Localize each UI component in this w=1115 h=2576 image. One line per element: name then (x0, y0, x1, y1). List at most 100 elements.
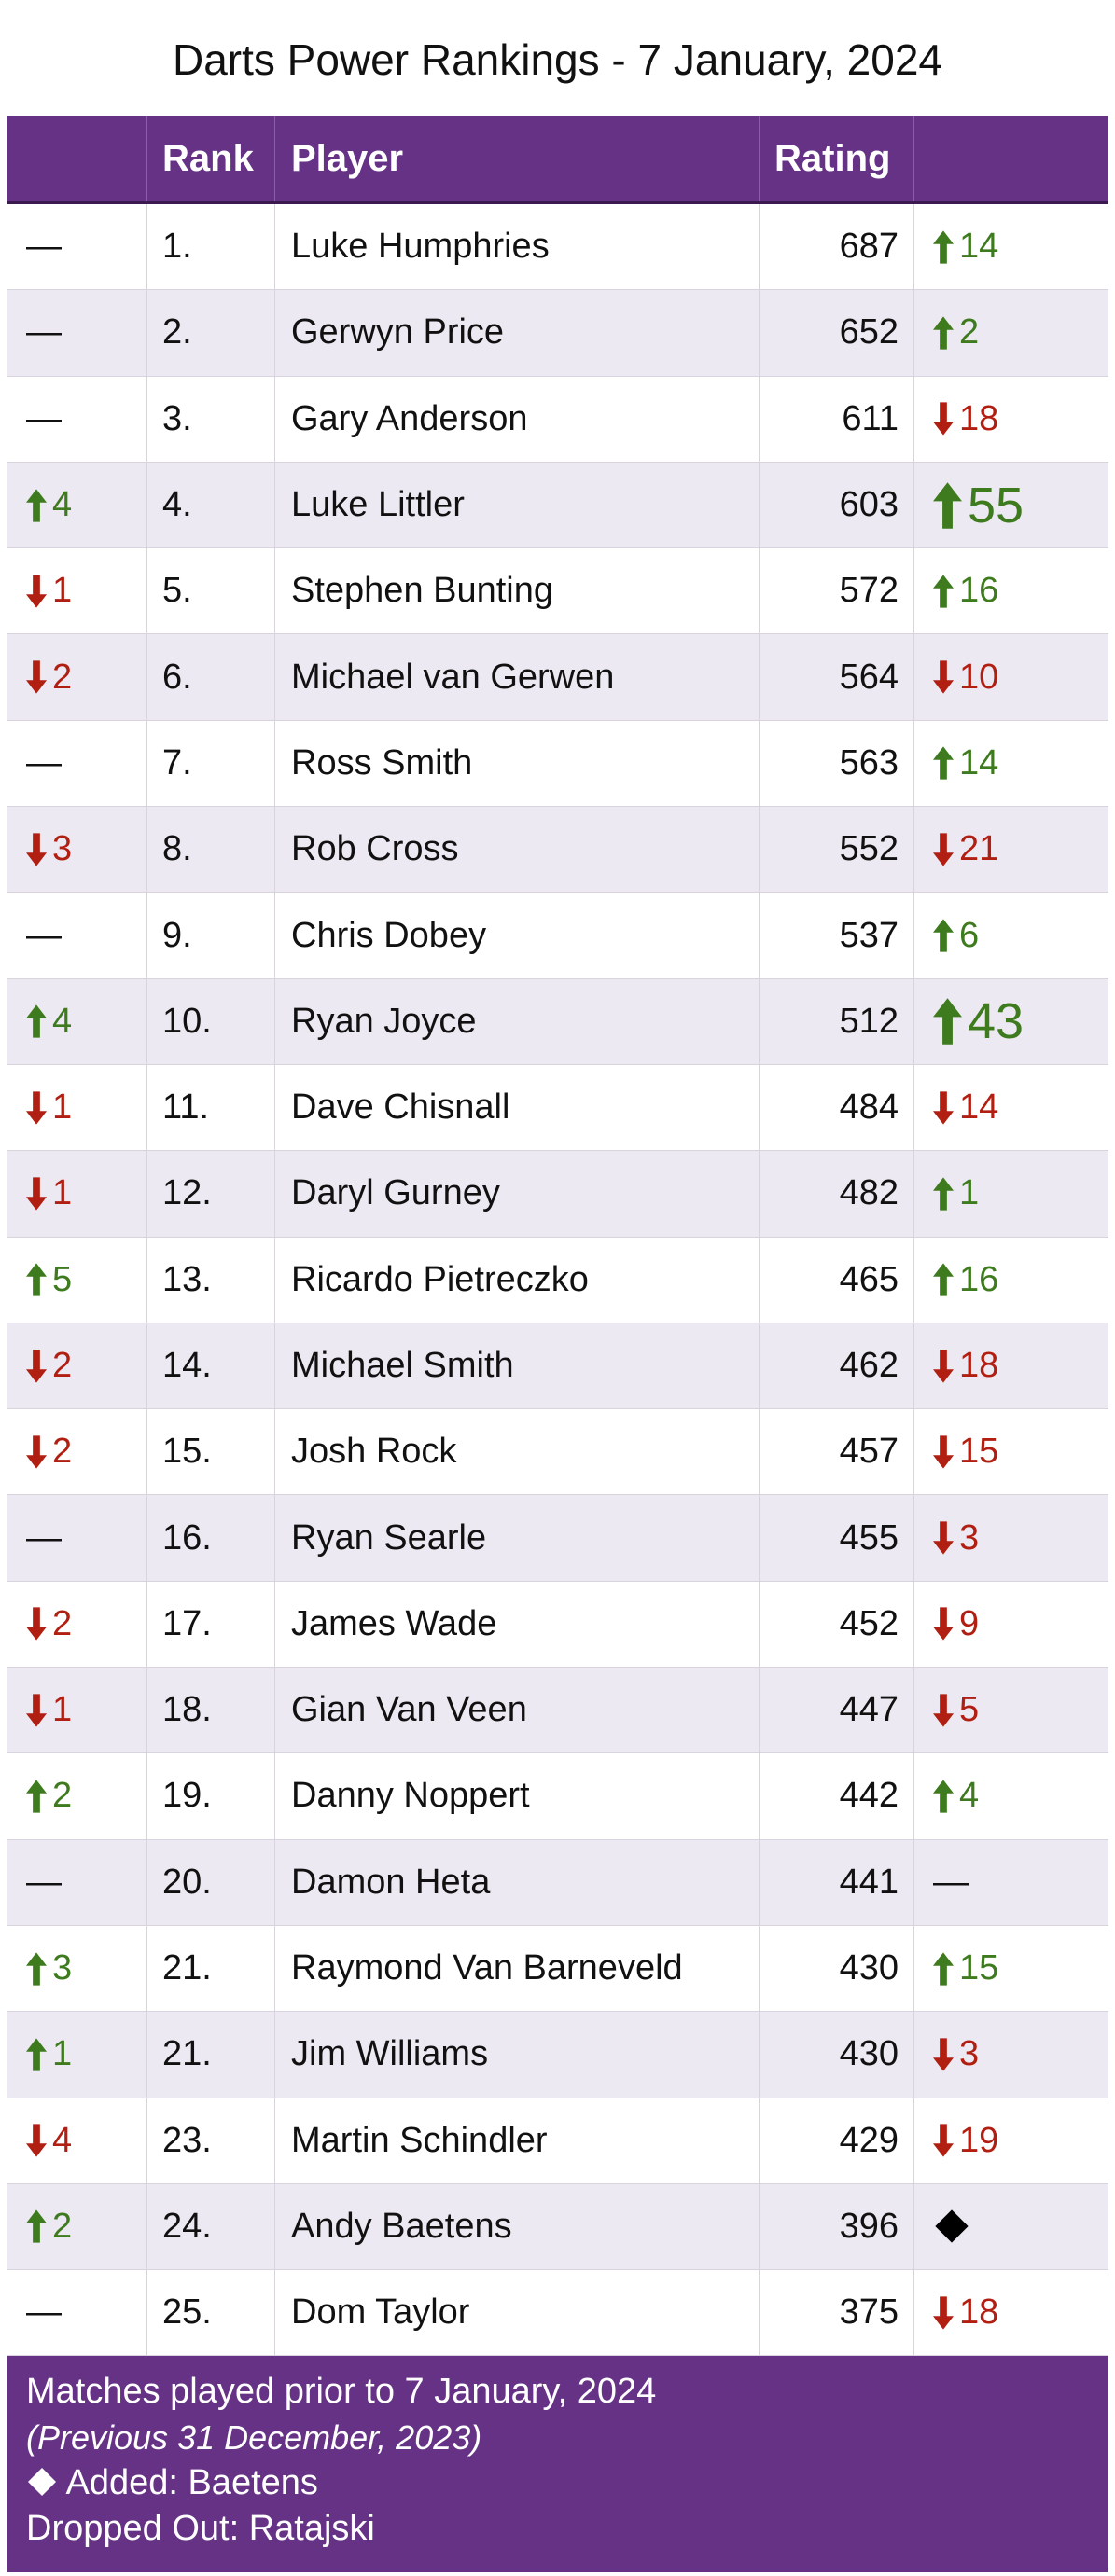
table-row: 2 17. James Wade 452 9 (7, 1581, 1108, 1669)
rating-cell: 452 (760, 1581, 914, 1668)
movement-cell: 1 (7, 1151, 147, 1237)
rating-change-cell: 3 (914, 1495, 1108, 1580)
player-cell: Luke Littler (275, 462, 760, 548)
arrow-up-icon (26, 2038, 52, 2071)
arrow-down-icon (26, 2124, 52, 2157)
footer-previous-note: (Previous 31 December, 2023) (26, 2418, 482, 2457)
rating-change-value: 15 (959, 1432, 999, 1472)
player-cell: Michael van Gerwen (275, 634, 760, 720)
footer-added-note: Added: Baetens (26, 2460, 1090, 2506)
rating-cell: 687 (760, 204, 914, 290)
header-movement (7, 116, 147, 201)
rank-cell: 9. (147, 893, 275, 978)
table-row: — 7. Ross Smith 563 14 (7, 720, 1108, 808)
rating-change-cell: 18 (914, 377, 1108, 462)
arrow-up-icon (933, 746, 959, 781)
movement-value: 1 (52, 2034, 73, 2074)
movement-unchanged-dash: — (26, 227, 62, 267)
table-row: 2 15. Josh Rock 457 15 (7, 1409, 1108, 1496)
arrow-up-icon (26, 1263, 52, 1296)
movement-unchanged-dash: — (26, 1862, 62, 1902)
movement-value: 1 (52, 1690, 73, 1730)
rank-cell: 8. (147, 807, 275, 893)
player-cell: Ryan Joyce (275, 978, 760, 1064)
player-cell: Gerwyn Price (275, 290, 760, 376)
arrow-down-icon (933, 1091, 959, 1125)
rating-change-cell: 21 (914, 807, 1108, 892)
table-row: 1 5. Stephen Bunting 572 16 (7, 548, 1108, 635)
movement-value: 2 (52, 657, 73, 697)
player-cell: Rob Cross (275, 807, 760, 893)
movement-cell: 4 (7, 978, 147, 1064)
table-row: 2 24. Andy Baetens 396 (7, 2183, 1108, 2271)
rating-cell: 441 (760, 1839, 914, 1925)
rating-change-value: 43 (968, 993, 1024, 1050)
rank-cell: 11. (147, 1064, 275, 1151)
rating-change-value: 1 (959, 1173, 980, 1213)
rank-cell: 24. (147, 2183, 275, 2270)
rankings-table: Rank Player Rating — 1. Luke Humphries 687 1… (7, 116, 1108, 2357)
rating-cell: 652 (760, 290, 914, 376)
table-row: 3 8. Rob Cross 552 21 (7, 807, 1108, 893)
arrow-down-icon (933, 2124, 959, 2157)
rank-cell: 4. (147, 462, 275, 548)
rating-cell: 564 (760, 634, 914, 720)
page-title: Darts Power Rankings - 7 January, 2024 (173, 35, 942, 84)
rating-change-value: 18 (959, 398, 999, 438)
arrow-up-icon (933, 1780, 959, 1813)
table-row: — 20. Damon Heta 441 — (7, 1839, 1108, 1926)
rating-cell: 462 (760, 1323, 914, 1409)
rank-cell: 23. (147, 2098, 275, 2183)
table-row: — 2. Gerwyn Price 652 2 (7, 290, 1108, 377)
movement-value: 5 (52, 1259, 73, 1299)
movement-cell: 2 (7, 1581, 147, 1668)
rating-change-value: 21 (959, 829, 999, 869)
rank-cell: 1. (147, 204, 275, 290)
table-row: 1 18. Gian Van Veen 447 5 (7, 1668, 1108, 1754)
player-cell: Luke Humphries (275, 204, 760, 290)
rank-cell: 14. (147, 1323, 275, 1409)
diamond-icon (933, 2208, 970, 2245)
table-row: 4 4. Luke Littler 603 55 (7, 462, 1108, 549)
movement-value: 2 (52, 1346, 73, 1385)
player-cell: Gian Van Veen (275, 1668, 760, 1753)
table-row: 2 14. Michael Smith 462 18 (7, 1323, 1108, 1410)
movement-cell: 1 (7, 1064, 147, 1151)
player-cell: Chris Dobey (275, 893, 760, 978)
arrow-down-icon (933, 1694, 959, 1727)
rating-change-value: 2 (959, 312, 980, 353)
movement-cell: — (7, 204, 147, 290)
rank-cell: 12. (147, 1151, 275, 1237)
movement-cell: — (7, 720, 147, 807)
arrow-up-icon (933, 1177, 959, 1211)
player-cell: Michael Smith (275, 1323, 760, 1409)
rating-cell: 465 (760, 1237, 914, 1323)
player-cell: Danny Noppert (275, 1753, 760, 1839)
arrow-down-icon (933, 1607, 959, 1641)
arrow-down-icon (26, 1177, 52, 1211)
movement-value: 4 (52, 1001, 73, 1041)
rank-cell: 16. (147, 1495, 275, 1581)
rating-change-value: 4 (959, 1776, 980, 1816)
rank-cell: 17. (147, 1581, 275, 1668)
rank-cell: 10. (147, 978, 275, 1064)
arrow-up-icon (26, 1004, 52, 1038)
table-row: 2 19. Danny Noppert 442 4 (7, 1753, 1108, 1840)
table-row: 4 10. Ryan Joyce 512 43 (7, 978, 1108, 1065)
arrow-down-icon (933, 2038, 959, 2071)
rating-change-cell: 6 (914, 893, 1108, 977)
movement-cell: 2 (7, 1323, 147, 1409)
rating-change-value: 14 (959, 742, 999, 782)
rating-cell: 455 (760, 1495, 914, 1581)
rank-cell: 2. (147, 290, 275, 376)
rank-cell: 3. (147, 376, 275, 462)
arrow-down-icon (26, 1607, 52, 1641)
movement-cell: — (7, 290, 147, 376)
arrow-down-icon (933, 2296, 959, 2330)
rating-change-value: 16 (959, 1259, 999, 1299)
arrow-down-icon (933, 402, 959, 436)
table-header: Rank Player Rating (7, 116, 1108, 204)
rating-change-value: 9 (959, 1603, 980, 1643)
movement-cell: 1 (7, 2012, 147, 2098)
rank-cell: 21. (147, 2012, 275, 2098)
